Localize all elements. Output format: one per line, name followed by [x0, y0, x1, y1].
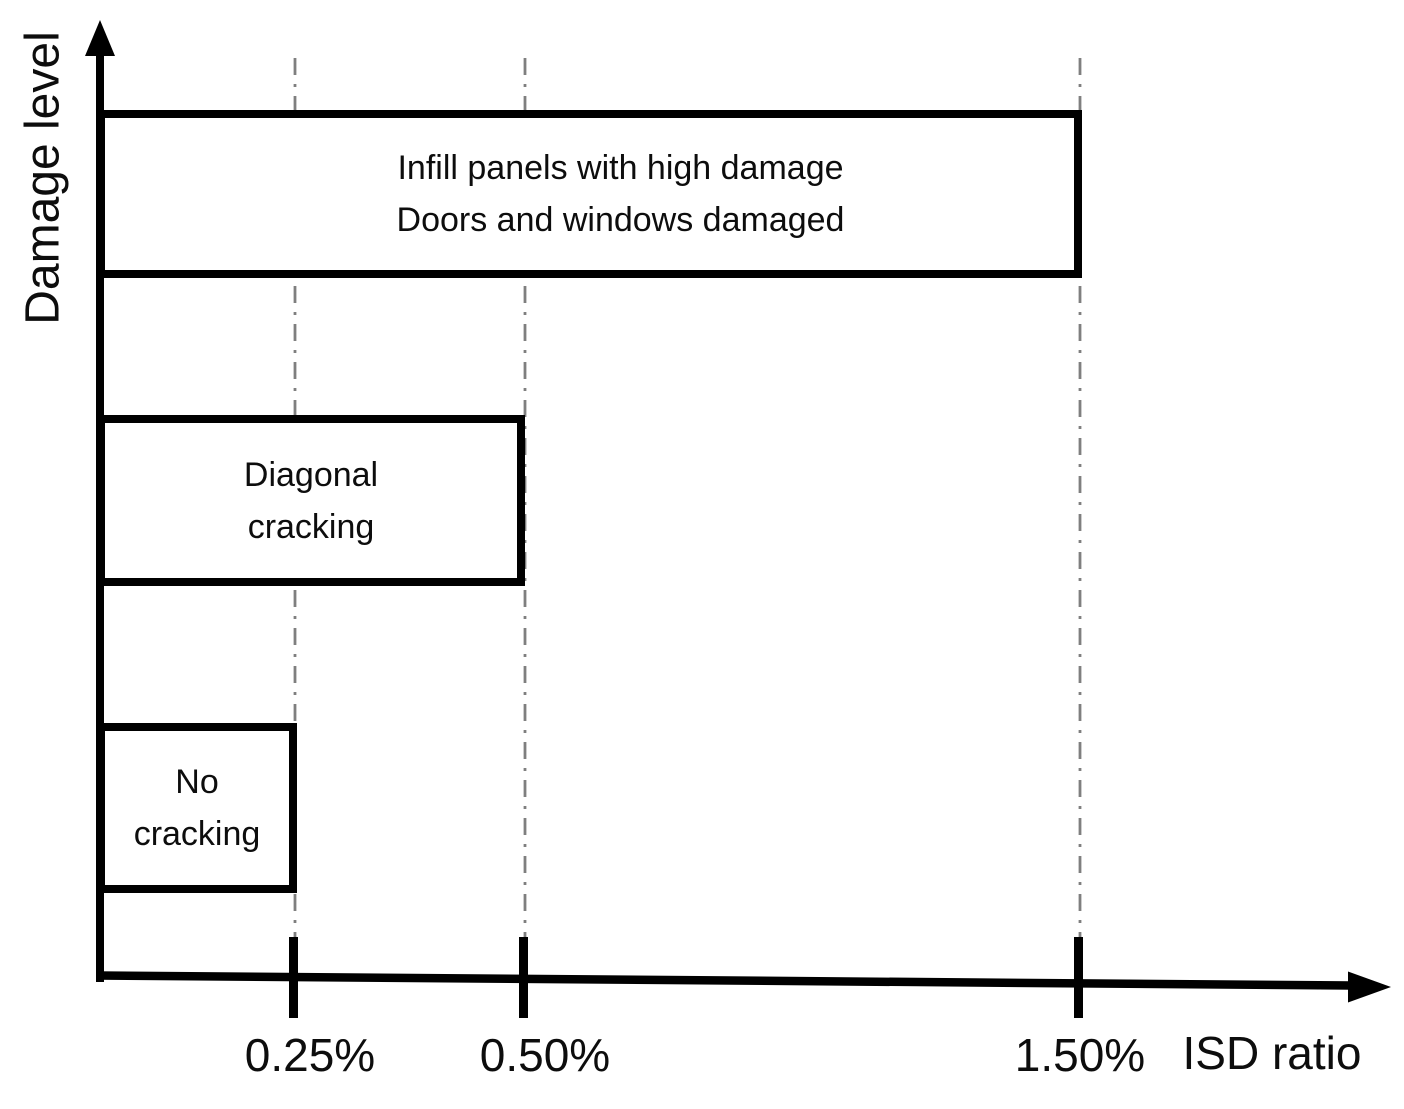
x-axis-title: ISD ratio [1182, 1027, 1362, 1079]
x-axis-right-arrow-icon [1348, 971, 1391, 1003]
tick-mark-025 [289, 937, 298, 1018]
bar-label-line: Doors and windows damaged [396, 201, 845, 239]
x-tick-label-150: 1.50% [1014, 1029, 1146, 1081]
tick-mark-150 [1074, 937, 1083, 1018]
y-axis-up-arrow-icon [85, 20, 115, 56]
tick-mark-050 [519, 937, 528, 1018]
y-axis-title: Damage level [16, 31, 70, 325]
bar-label-line: Diagonal [243, 455, 379, 494]
bar-label-line: No [175, 763, 219, 801]
bar-label-line: cracking [247, 507, 375, 546]
bar-no-cracking: No cracking [97, 723, 297, 893]
bar-diagonal-cracking: Diagonal cracking [97, 415, 525, 586]
bar-label-line: Infill panels with high damage [397, 149, 844, 187]
x-tick-label-050: 0.50% [479, 1029, 611, 1081]
bar-infill-high-damage: Infill panels with high damage Doors and… [97, 110, 1082, 278]
bar-label-line: cracking [133, 815, 261, 853]
x-tick-label-025: 0.25% [244, 1029, 376, 1081]
x-axis-line [96, 971, 1353, 990]
